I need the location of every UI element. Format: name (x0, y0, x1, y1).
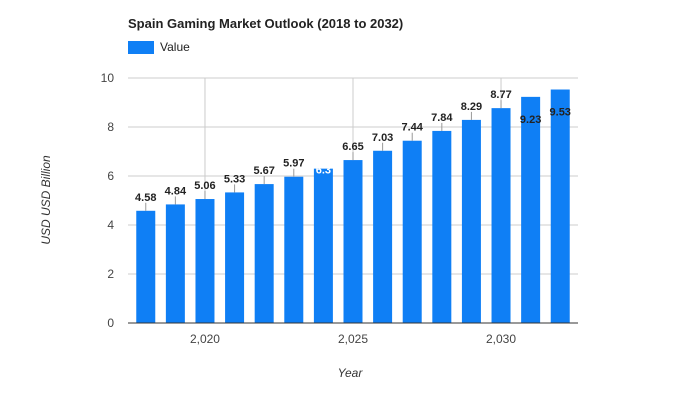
data-label: 8.77 (490, 89, 511, 101)
y-tick-label: 10 (101, 71, 115, 85)
bar (313, 168, 333, 323)
data-label: 6.3 (316, 165, 331, 177)
data-label: 5.97 (283, 158, 304, 170)
x-axis-label-wrap: Year (0, 364, 700, 382)
bar (373, 150, 393, 323)
legend-label: Value (160, 40, 190, 54)
data-label: 7.84 (431, 112, 453, 124)
bar (136, 210, 156, 323)
bar (491, 108, 511, 323)
x-tick-label: 2,020 (190, 332, 220, 346)
bar (343, 160, 363, 323)
bar (165, 204, 185, 323)
x-tick-label: 2,025 (338, 332, 368, 346)
data-label: 7.03 (372, 132, 393, 144)
y-tick-label: 6 (107, 169, 114, 183)
x-tick-label: 2,030 (486, 332, 516, 346)
bar (225, 192, 245, 323)
data-label: 5.67 (253, 165, 274, 177)
data-label: 9.53 (550, 107, 571, 119)
x-axis-label: Year (337, 366, 363, 380)
y-tick-label: 2 (107, 267, 114, 281)
legend-swatch (128, 40, 154, 54)
chart-title: Spain Gaming Market Outlook (2018 to 203… (128, 16, 404, 31)
bar (284, 176, 304, 323)
bar (461, 119, 481, 324)
bar (402, 140, 422, 323)
bar (195, 199, 215, 323)
bar (521, 96, 541, 324)
y-tick-label: 4 (107, 218, 114, 232)
data-label: 4.58 (135, 192, 156, 204)
data-label: 9.23 (520, 114, 541, 126)
data-label: 5.33 (224, 173, 245, 185)
data-label: 6.65 (342, 141, 363, 153)
data-label: 8.29 (461, 101, 482, 113)
legend[interactable]: Value (128, 40, 190, 54)
data-label: 5.06 (194, 180, 215, 192)
y-tick-label: 0 (107, 316, 114, 330)
bar (432, 130, 452, 323)
bar (550, 89, 570, 323)
bar (254, 184, 274, 323)
data-label: 7.44 (401, 122, 423, 134)
data-label: 4.84 (165, 185, 187, 197)
y-tick-label: 8 (107, 120, 114, 134)
